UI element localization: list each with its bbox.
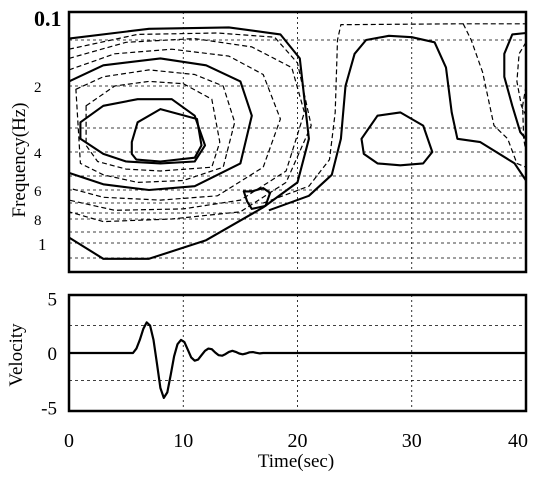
contour-solid	[503, 31, 527, 140]
frequency-tick-label: 1	[38, 235, 47, 254]
contour-dashed	[262, 23, 526, 204]
frequency-tick-labels: 0.1 2 4 6 8 1	[34, 6, 62, 254]
contour-solid	[268, 34, 527, 212]
spectrogram-grid	[69, 12, 526, 272]
contour-solid	[130, 108, 203, 163]
frequency-tick-label: 6	[34, 184, 42, 200]
velocity-panel: -5 0 5 0 10 20 30 40 Velocity Time(sec)	[6, 289, 528, 472]
spectrogram-contours	[68, 23, 527, 260]
contour-dashed	[516, 41, 527, 116]
velocity-axis-label: Velocity	[6, 323, 27, 387]
time-tick-label: 40	[508, 430, 528, 452]
velocity-tick-label: 5	[48, 289, 58, 310]
velocity-grid	[69, 295, 526, 411]
time-tick-label: 10	[173, 430, 193, 452]
velocity-tick-labels: -5 0 5	[41, 289, 57, 419]
velocity-tick-label: 0	[48, 344, 58, 365]
velocity-series-line	[69, 321, 526, 399]
contour-solid	[79, 98, 207, 165]
frequency-tick-label: 2	[34, 80, 42, 96]
time-tick-labels: 0 10 20 30 40	[64, 430, 528, 452]
frequency-axis-label: Frequency(Hz)	[9, 102, 30, 217]
contour-solid	[68, 57, 253, 192]
frequency-tick-label: 0.1	[34, 6, 62, 31]
velocity-tick-label: -5	[41, 399, 57, 420]
contour-solid	[360, 111, 434, 167]
frequency-tick-label: 4	[34, 146, 42, 162]
contour-solid	[68, 26, 310, 260]
time-axis-label: Time(sec)	[258, 451, 334, 472]
velocity-frame	[67, 293, 528, 413]
contour-dashed	[85, 80, 221, 172]
time-tick-label: 20	[288, 430, 308, 452]
time-tick-label: 30	[402, 430, 422, 452]
contour-dashed	[68, 48, 281, 201]
contour-dashed	[68, 32, 312, 223]
contour-dashed	[75, 69, 236, 183]
contour-dashed	[462, 23, 527, 168]
time-tick-label: 0	[64, 430, 74, 452]
contour-dashed	[68, 38, 305, 211]
contour-solid	[242, 187, 272, 210]
spectrogram-frame	[67, 10, 528, 274]
frequency-tick-label: 8	[34, 213, 42, 229]
spectrogram-panel: 0.1 2 4 6 8 1 Frequency(Hz)	[9, 6, 528, 274]
